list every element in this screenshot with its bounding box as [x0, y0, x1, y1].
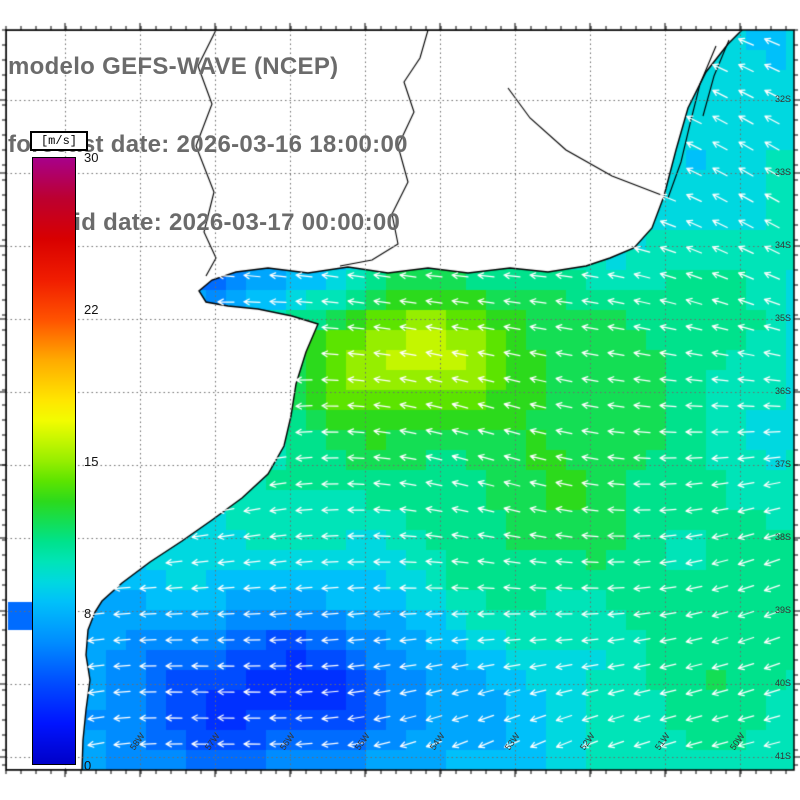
colorbar-tick-label: 30 [84, 150, 99, 165]
colorbar: [m/s] 30 22 15 8 0 [30, 131, 160, 791]
colorbar-tick-label: 0 [84, 758, 92, 773]
colorbar-tick-label: 22 [84, 302, 99, 317]
model-title: modelo GEFS-WAVE (NCEP) [8, 53, 339, 80]
header-titles: modelo GEFS-WAVE (NCEP) forecast date: 2… [8, 2, 408, 288]
colorbar-gradient [32, 157, 76, 765]
colorbar-unit-label: [m/s] [30, 131, 88, 151]
colorbar-tick-label: 8 [84, 606, 92, 621]
colorbar-tick-label: 15 [84, 454, 99, 469]
